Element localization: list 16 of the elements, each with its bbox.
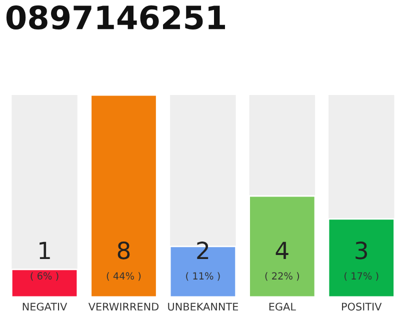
data-label: ( 22% ) bbox=[265, 272, 300, 281]
data-label: ( 17% ) bbox=[344, 272, 378, 281]
data-label: ( 6% ) bbox=[30, 272, 58, 281]
x-tick-label: VERWIRREND bbox=[88, 302, 159, 310]
chart-title: 0897146251 bbox=[6, 5, 225, 30]
annotation: 8 bbox=[118, 242, 130, 260]
data-label: ( 44% ) bbox=[106, 272, 141, 281]
x-tick-label: POSITIV bbox=[342, 302, 382, 311]
annotation: 3 bbox=[356, 242, 367, 260]
annotation: 4 bbox=[276, 242, 288, 260]
x-tick-label: UNBEKANNTE bbox=[168, 302, 238, 311]
bar bbox=[10, 268, 78, 297]
annotation: 1 bbox=[40, 242, 50, 260]
data-label: ( 11% ) bbox=[186, 272, 220, 281]
x-tick-label: EGAL bbox=[269, 302, 296, 311]
x-tick-label: NEGATIV bbox=[22, 302, 68, 311]
